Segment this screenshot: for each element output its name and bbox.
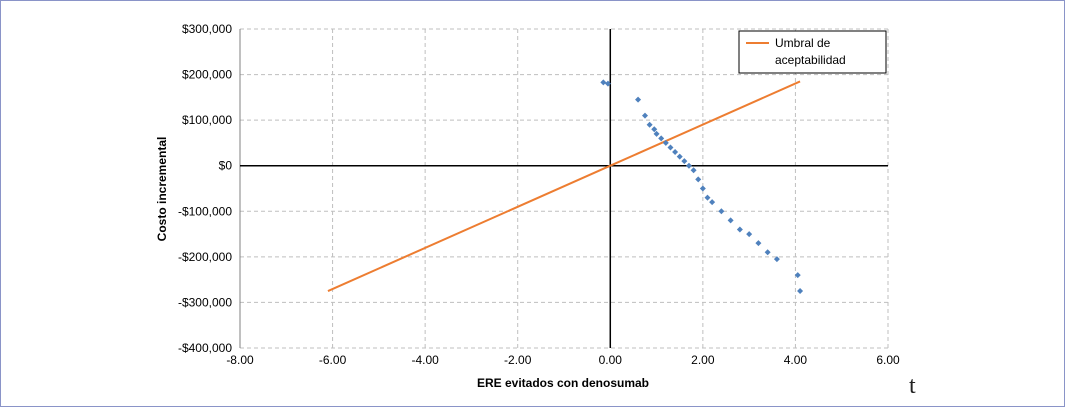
threshold-line bbox=[327, 80, 801, 292]
tick-labels: $300,000 $200,000 $100,000 $0 -$100,000 -$200… bbox=[178, 22, 900, 367]
y-tick-label: -$400,000 bbox=[178, 341, 232, 355]
x-tick-label: -8.00 bbox=[226, 353, 254, 367]
scatter-point bbox=[600, 79, 607, 86]
scatter-point bbox=[755, 240, 762, 247]
legend: Umbral de aceptabilidad bbox=[738, 30, 887, 74]
series-layer bbox=[327, 79, 804, 295]
scatter-point bbox=[709, 199, 716, 206]
scatter-point bbox=[635, 96, 642, 103]
scatter-point bbox=[704, 194, 711, 201]
y-tick-label: $0 bbox=[219, 159, 233, 173]
scatter-point bbox=[727, 217, 734, 224]
scatter-point bbox=[672, 149, 679, 156]
scatter-point bbox=[699, 185, 706, 192]
y-tick-label: -$100,000 bbox=[178, 204, 232, 218]
x-tick-label: 2.00 bbox=[691, 353, 715, 367]
x-tick-label: 6.00 bbox=[876, 353, 900, 367]
legend-label-line-1: Umbral de bbox=[775, 36, 831, 50]
legend-box bbox=[738, 30, 887, 74]
stray-glyph: t bbox=[909, 373, 916, 399]
scatter-point bbox=[681, 158, 688, 165]
scatter-point bbox=[662, 139, 669, 146]
scatter-point bbox=[794, 272, 801, 279]
scatter-point bbox=[604, 80, 611, 87]
scatter-point bbox=[642, 112, 648, 119]
scatter-point bbox=[685, 162, 692, 169]
scatter-point bbox=[676, 153, 683, 160]
y-tick-label: -$200,000 bbox=[178, 250, 232, 264]
axes bbox=[239, 29, 888, 348]
scatter-point bbox=[667, 144, 674, 151]
x-tick-label: 0.00 bbox=[599, 353, 623, 367]
scatter-point bbox=[695, 176, 702, 183]
scatter-point bbox=[746, 231, 753, 238]
x-axis-title: ERE evitados con denosumab bbox=[477, 376, 649, 390]
scatter-point bbox=[658, 135, 665, 142]
scatter-point bbox=[718, 208, 725, 215]
legend-label-line-2: aceptabilidad bbox=[775, 53, 846, 67]
scatter-point bbox=[773, 256, 780, 263]
x-tick-label: -6.00 bbox=[319, 353, 347, 367]
y-axis-title: Costo incremental bbox=[155, 137, 169, 242]
scatter-point bbox=[690, 167, 697, 174]
y-tick-label: $200,000 bbox=[182, 68, 232, 82]
y-tick-label: $100,000 bbox=[182, 113, 232, 127]
scatter-point bbox=[646, 121, 653, 128]
x-tick-label: -4.00 bbox=[411, 353, 439, 367]
y-tick-label: -$300,000 bbox=[178, 295, 232, 309]
x-tick-label: -2.00 bbox=[504, 353, 532, 367]
x-tick-label: 4.00 bbox=[784, 353, 808, 367]
scatter-point bbox=[653, 130, 660, 137]
y-tick-label: $300,000 bbox=[182, 22, 232, 36]
scatter-point bbox=[764, 249, 771, 256]
grid bbox=[239, 28, 889, 349]
scatter-point bbox=[736, 226, 743, 233]
scatter-point bbox=[651, 126, 658, 133]
scatter-point bbox=[797, 288, 804, 295]
